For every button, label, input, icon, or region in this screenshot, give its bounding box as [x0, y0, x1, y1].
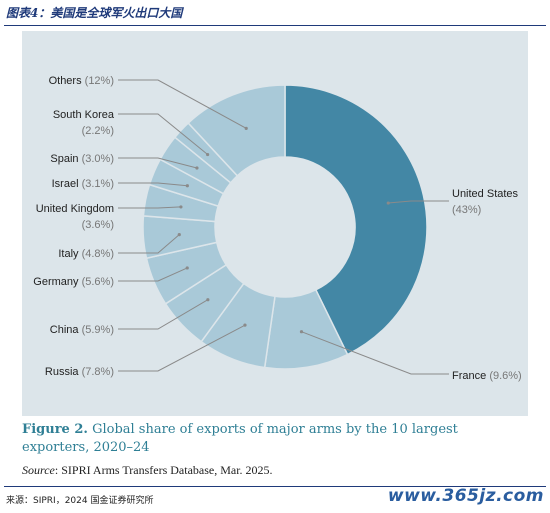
- leader-dot-italy: [177, 233, 181, 237]
- leader-line-germany: [118, 267, 188, 282]
- slice-label-name: Germany: [33, 276, 79, 288]
- leader-dot-united-states: [386, 201, 390, 205]
- figure-panel: United States (43%) France (9.6%) Russia (7…: [22, 31, 528, 416]
- leader-line-france: [301, 331, 449, 375]
- slice-label-name: Russia: [45, 366, 80, 378]
- figure-caption: Figure 2. Global share of exports of maj…: [22, 421, 528, 457]
- slice-label-spain: Spain (3.0%): [50, 153, 114, 165]
- footer-source: 来源：SIPRI，2024 国金证券研究所: [6, 496, 154, 506]
- slice-others: [187, 84, 286, 177]
- leader-dot-united-kingdom: [179, 205, 183, 209]
- slice-label-pct: (12%): [85, 75, 114, 87]
- figure-caption-text: Global share of exports of major arms by…: [22, 422, 458, 455]
- leader-line-italy: [118, 234, 180, 254]
- slice-label-name: Italy: [58, 248, 79, 260]
- slice-label-pct: (3.1%): [82, 178, 114, 190]
- slice-label-name: Spain: [50, 153, 78, 165]
- source-note-label: Source: [22, 463, 55, 477]
- leader-dot-russia: [243, 323, 247, 327]
- slice-label-pct: (5.9%): [82, 324, 114, 336]
- slice-label-france: France (9.6%): [452, 370, 522, 382]
- leader-dot-spain: [195, 166, 199, 170]
- slice-label-pct: (4.8%): [82, 248, 114, 260]
- watermark: www.365jz.com: [387, 486, 544, 506]
- leader-dot-israel: [185, 184, 189, 188]
- leader-line-others: [118, 79, 247, 129]
- source-note-text: : SIPRI Arms Transfers Database, Mar. 20…: [54, 463, 273, 477]
- slice-label-name: United Kingdom: [36, 203, 114, 215]
- leader-line-china: [118, 299, 209, 330]
- leader-line-russia: [118, 324, 246, 372]
- slice-label-united-kingdom: United Kingdom (3.6%): [36, 203, 114, 231]
- leader-line-south-korea: [118, 113, 208, 155]
- header-divider: [4, 25, 546, 26]
- slice-label-name: Israel: [52, 178, 79, 190]
- slice-label-pct: (5.6%): [82, 276, 114, 288]
- slice-label-pct: (7.8%): [82, 366, 114, 378]
- slice-label-pct: (43%): [452, 204, 481, 216]
- leader-dot-china: [206, 298, 210, 302]
- leader-dot-france: [299, 330, 304, 334]
- slice-label-name: France: [452, 370, 486, 382]
- slice-label-pct: (3.6%): [82, 219, 114, 231]
- slice-united-states: [284, 84, 428, 356]
- slice-label-name: South Korea: [53, 109, 115, 121]
- source-note: Source: SIPRI Arms Transfers Database, M…: [22, 463, 273, 478]
- leader-line-united-states: [388, 200, 449, 204]
- donut-chart: United States (43%) France (9.6%) Russia (7…: [33, 75, 522, 382]
- figure-caption-label: Figure 2.: [22, 422, 88, 437]
- footer-divider: [4, 486, 546, 487]
- slice-label-germany: Germany (5.6%): [33, 276, 114, 288]
- slice-label-israel: Israel (3.1%): [52, 178, 114, 190]
- slice-label-south-korea: South Korea (2.2%): [53, 109, 115, 137]
- slice-label-name: China: [50, 324, 80, 336]
- slice-label-name: Others: [49, 75, 83, 87]
- slice-label-others: Others (12%): [49, 75, 114, 87]
- slice-label-name: United States: [452, 188, 519, 200]
- slice-label-pct: (9.6%): [489, 370, 521, 382]
- slice-label-russia: Russia (7.8%): [45, 366, 114, 378]
- leader-dot-others: [244, 126, 248, 130]
- slice-label-china: China (5.9%): [50, 324, 114, 336]
- report-figure-title: 图表4：美国是全球军火出口大国: [6, 6, 183, 20]
- leader-line-spain: [118, 157, 198, 169]
- slice-label-pct: (2.2%): [82, 125, 114, 137]
- slice-label-united-states: United States (43%): [452, 188, 519, 216]
- leader-line-israel: [118, 182, 188, 187]
- leader-line-united-kingdom: [118, 206, 181, 209]
- leader-dot-south-korea: [206, 152, 210, 157]
- leader-dot-germany: [185, 266, 189, 270]
- slice-label-pct: (3.0%): [82, 153, 114, 165]
- slice-label-italy: Italy (4.8%): [58, 248, 114, 260]
